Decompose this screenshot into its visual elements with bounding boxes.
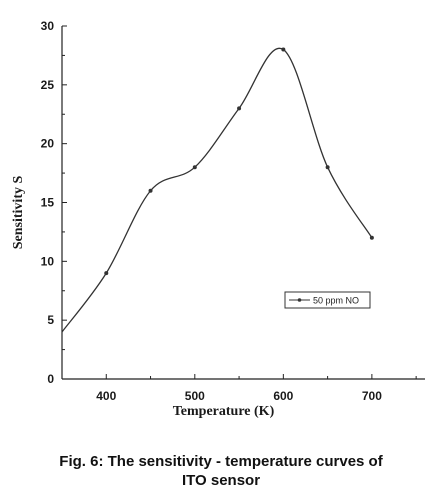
data-point — [148, 188, 153, 193]
y-tick-label: 25 — [41, 78, 55, 92]
figure-caption-line-1: Fig. 6: The sensitivity - temperature cu… — [59, 453, 383, 470]
legend-marker — [297, 298, 302, 302]
legend-label: 50 ppm NO — [313, 296, 359, 306]
y-tick-label: 0 — [47, 372, 54, 386]
data-point — [369, 235, 374, 240]
x-axis-label: Temperature (K) — [173, 404, 275, 419]
x-tick-label: 700 — [362, 389, 382, 403]
chart: 0 5 10 15 20 25 30 400 500 600 700 Temperature (K)… — [11, 19, 425, 419]
plot-area: 0 5 10 15 20 25 30 400 500 600 700 — [41, 19, 425, 403]
data-point — [104, 271, 109, 276]
data-point — [281, 47, 286, 52]
x-tick-label: 600 — [273, 389, 293, 403]
legend-box — [284, 291, 371, 309]
y-tick-label: 20 — [41, 137, 55, 151]
data-point — [192, 165, 197, 170]
legend: 50 ppm NO — [284, 291, 371, 309]
y-axis-label: Sensitivity S — [11, 176, 26, 250]
y-tick-label: 5 — [47, 313, 54, 327]
y-tick-label: 10 — [41, 254, 55, 268]
y-tick-label: 15 — [41, 196, 55, 210]
y-tick-label: 30 — [41, 19, 55, 33]
data-point — [325, 165, 330, 170]
x-tick-label: 400 — [96, 389, 116, 403]
figure-caption: Fig. 6: The sensitivity - temperature cu… — [0, 452, 442, 490]
figure-caption-line-2: ITO sensor — [181, 472, 261, 489]
x-tick-label: 500 — [185, 389, 205, 403]
series-line — [61, 47, 373, 333]
data-point — [237, 106, 242, 111]
